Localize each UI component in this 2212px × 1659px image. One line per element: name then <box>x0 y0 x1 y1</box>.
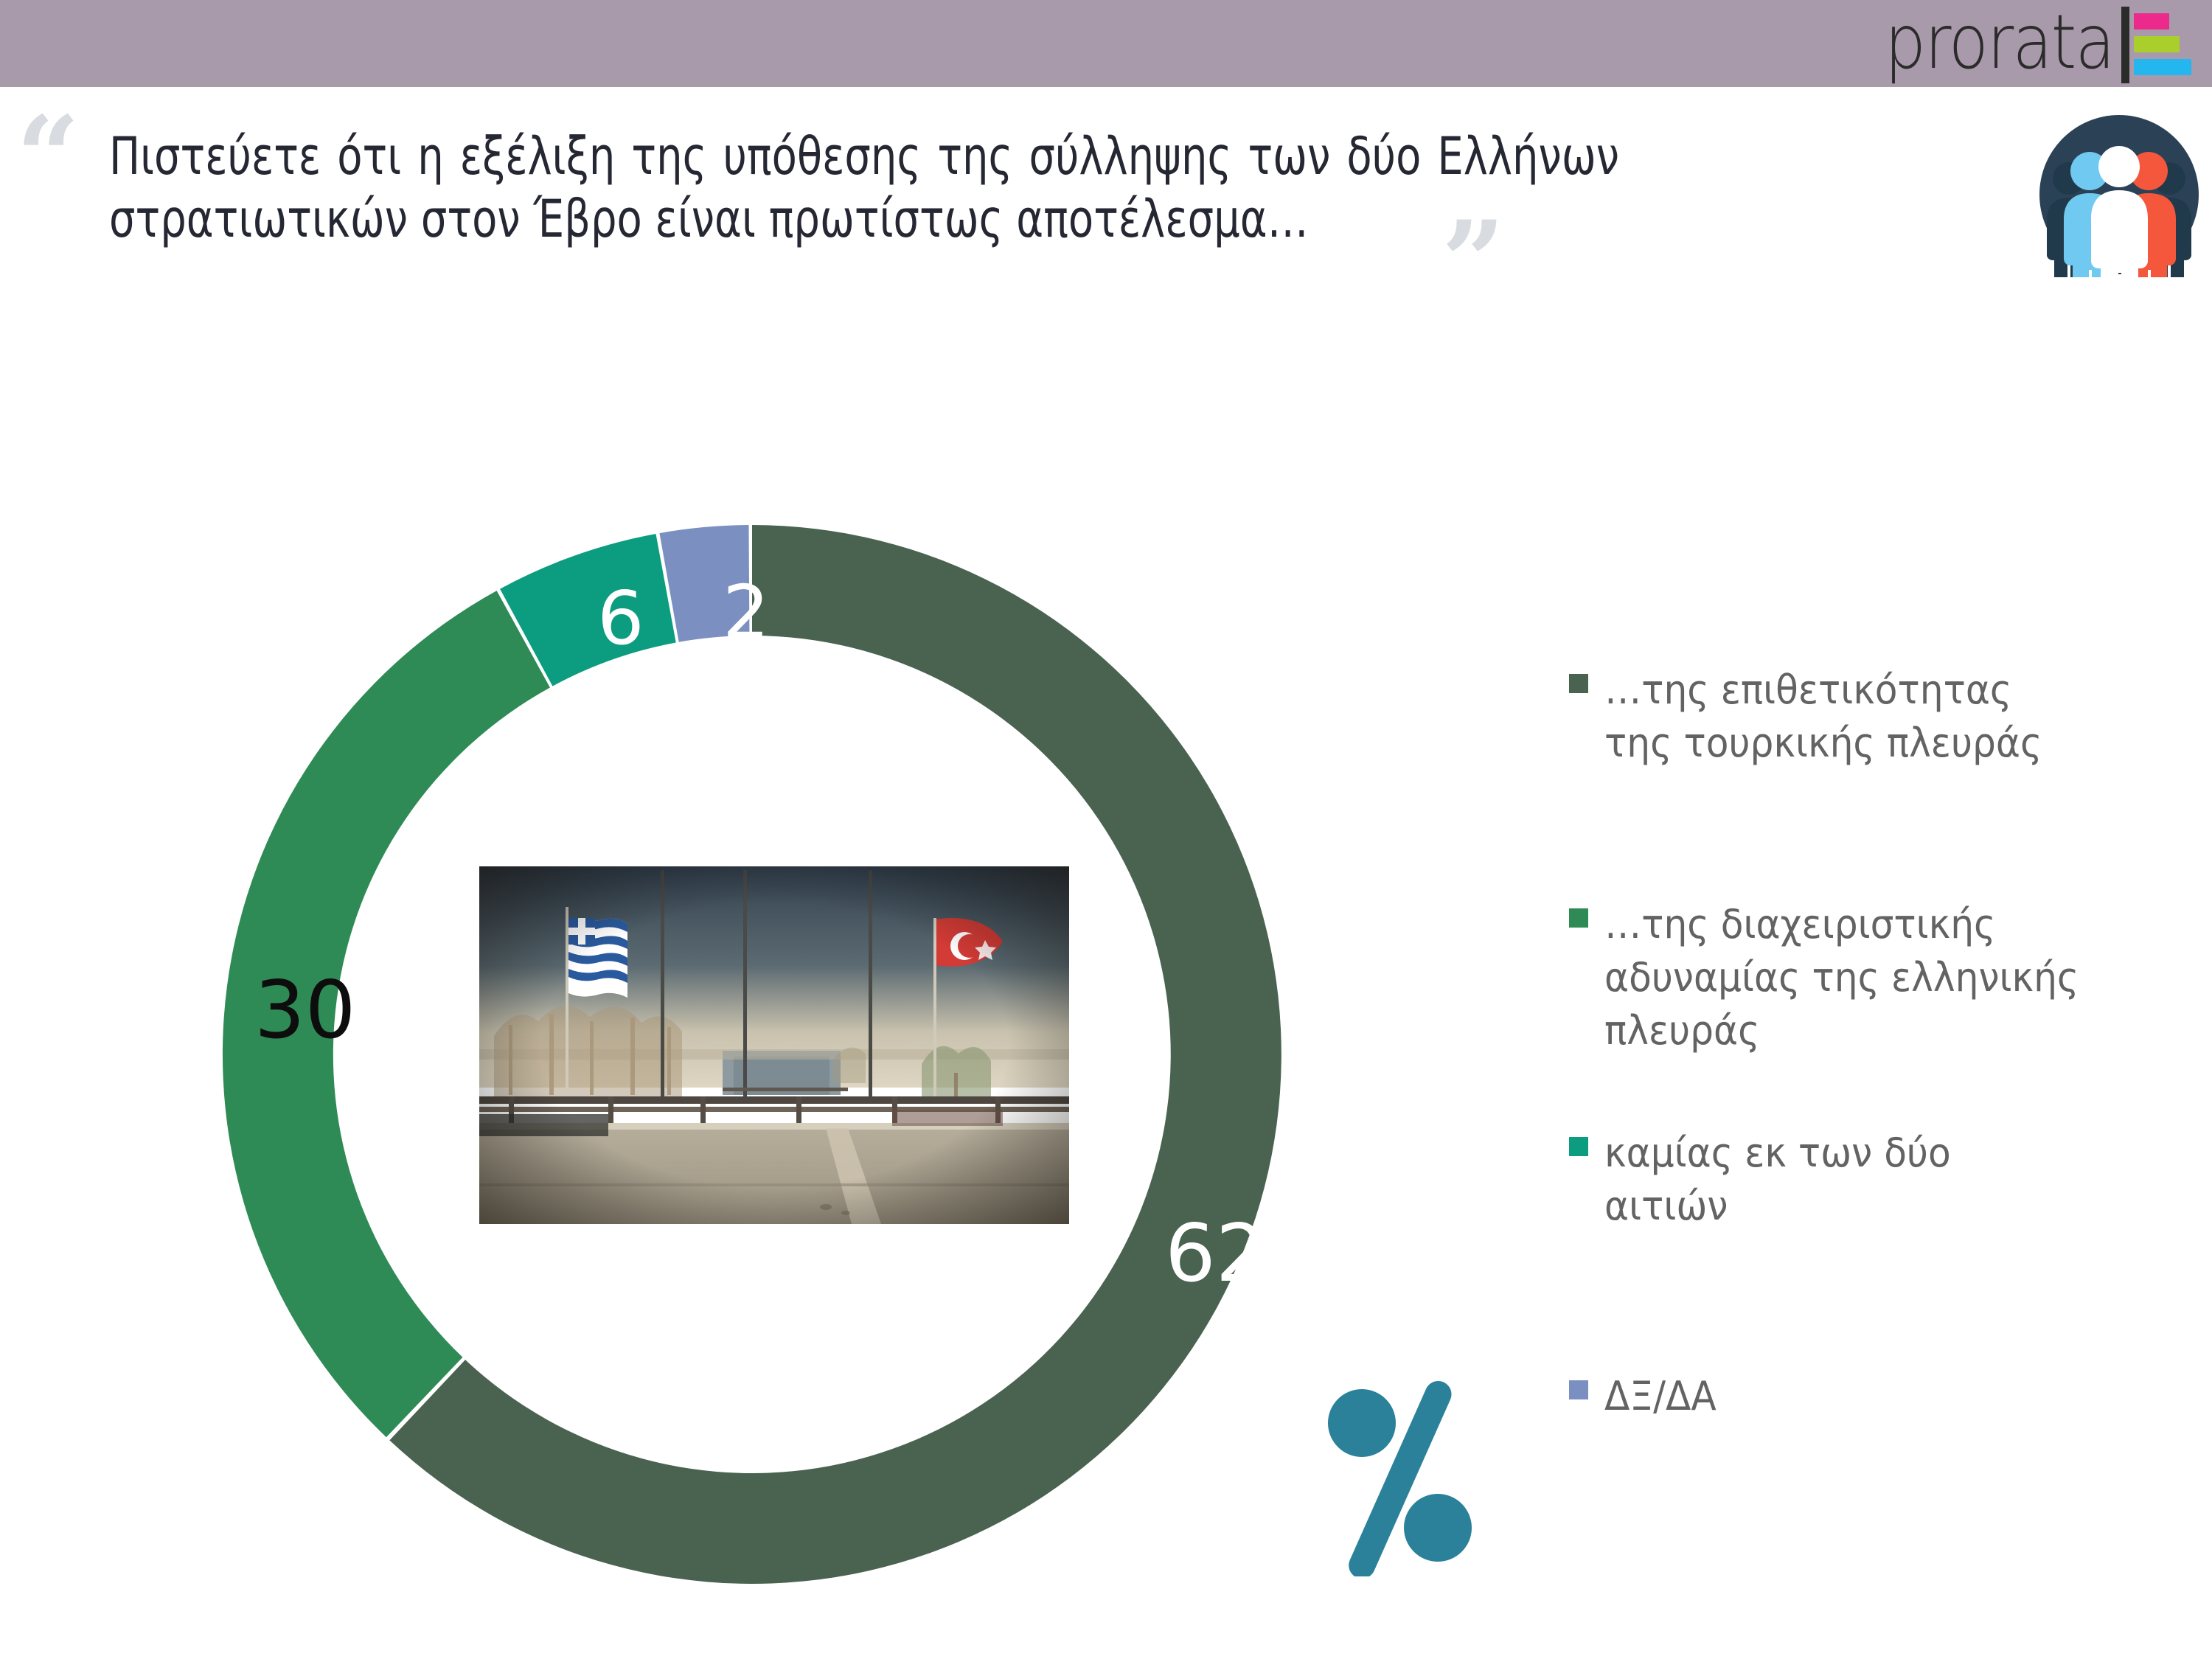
percent-icon-svg <box>1328 1380 1472 1579</box>
legend-swatch-icon-2 <box>1569 1137 1588 1156</box>
center-photo <box>479 866 1069 1224</box>
legend-label-0: …της επιθετικότητας της τουρκικής πλευρά… <box>1604 667 2042 766</box>
legend-item-1[interactable]: …της διαχειριστικής αδυναμίας της ελληνι… <box>1569 898 2121 1057</box>
legend-label-2: καμίας εκ των δύο αιτιών <box>1604 1130 1951 1229</box>
legend-swatch-icon-3 <box>1569 1380 1588 1399</box>
header-bar: prorata <box>0 0 2212 87</box>
donut-chart-svg <box>222 525 1281 1584</box>
legend-item-0[interactable]: …της επιθετικότητας της τουρκικής πλευρά… <box>1569 664 2121 770</box>
donut-segment-2[interactable] <box>500 533 676 686</box>
legend-swatch-icon-1 <box>1569 908 1588 928</box>
logo-color-bars <box>2134 13 2191 82</box>
donut-segment-0[interactable] <box>389 525 1281 1584</box>
donut-segment-3[interactable] <box>659 525 750 642</box>
donut-chart <box>199 516 1305 1593</box>
page-title: Πιστεύετε ότι η εξέλιξη της υπόθεσης της… <box>109 125 1619 251</box>
question-text: Πιστεύετε ότι η εξέλιξη της υπόθεσης της… <box>109 126 1619 250</box>
legend-label-1: …της διαχειριστικής αδυναμίας της ελληνι… <box>1604 901 2079 1054</box>
logo-bar-pink <box>2134 13 2169 29</box>
legend-swatch-icon-0 <box>1569 674 1588 693</box>
logo-wordmark: prorata <box>1885 0 2115 86</box>
logo-divider-bar <box>2121 7 2129 83</box>
logo-bar-cyan <box>2134 59 2191 75</box>
logo-bar-lime <box>2134 36 2180 52</box>
percent-icon <box>1320 1377 1482 1579</box>
prorata-logo: prorata <box>1865 4 2191 83</box>
people-badge-svg <box>2039 115 2199 313</box>
legend-item-3[interactable]: ΔΞ/ΔΑ <box>1569 1370 1725 1423</box>
three-people-icon <box>2037 112 2202 313</box>
open-quote-icon: “ <box>16 92 80 222</box>
evros-bridge-photo <box>479 866 1069 1224</box>
legend-label-3: ΔΞ/ΔΑ <box>1604 1373 1717 1419</box>
close-quote-icon: ” <box>1441 197 1506 327</box>
legend-item-2[interactable]: καμίας εκ των δύο αιτιών <box>1569 1127 2121 1233</box>
donut-segment-1[interactable] <box>222 591 550 1438</box>
